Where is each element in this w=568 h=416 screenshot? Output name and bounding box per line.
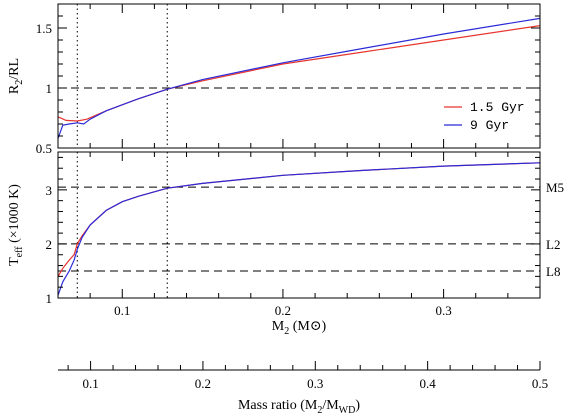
ratio-tick-label: 0.5	[532, 376, 548, 391]
mass-ratio-axis: 0.1 0.2 0.3 0.4 0.5 Mass ratio (M2/MWD)	[58, 361, 548, 416]
spectral-type-label: M5	[546, 180, 564, 195]
series-line-1-5-gyr	[57, 25, 541, 122]
y-tick-label: 3	[46, 183, 53, 198]
y-tick-label: 1.5	[36, 21, 52, 36]
series-line-9-gyr	[57, 162, 541, 296]
y-tick-label: 0.5	[36, 141, 52, 156]
spectral-type-label: L2	[546, 237, 560, 252]
mass-markers	[76, 152, 168, 298]
bottom-y-axis-label: Teff (×1000 K)	[7, 184, 25, 266]
temperature-panel: M5 L2 L8 1 2 3 0.1 0.2 0.3 Teff (×1000 K) M2 (M…	[7, 151, 564, 337]
series-group	[57, 17, 541, 139]
series-line-9-gyr	[57, 17, 541, 139]
y-tick-label: 2	[46, 237, 53, 252]
x-axis-label: M2 (M⊙)	[272, 319, 327, 337]
y-tick-label: 1	[46, 81, 53, 96]
legend-label-1-5-gyr: 1.5 Gyr	[470, 100, 525, 115]
radius-ratio-panel: 0.5 1 1.5 R2/RL 1.5 Gyr 9 Gyr	[7, 3, 541, 156]
ratio-tick-label: 0.4	[420, 376, 437, 391]
top-plot-frame	[57, 3, 541, 149]
ticks: 1 2 3 0.1 0.2 0.3	[46, 152, 541, 318]
y-tick-label: 1	[46, 291, 53, 306]
bottom-plot-frame	[57, 151, 541, 299]
mass-ratio-axis-label: Mass ratio (M2/MWD)	[238, 398, 360, 416]
series-line-1-5-gyr	[57, 162, 541, 277]
x-tick-label: 0.1	[114, 303, 130, 318]
spectral-type-lines: M5 L2 L8	[58, 180, 564, 279]
top-y-axis-label: R2/RL	[7, 58, 25, 94]
x-tick-label: 0.3	[435, 303, 451, 318]
legend-label-9-gyr: 9 Gyr	[470, 118, 509, 133]
series-group	[57, 162, 541, 296]
ratio-tick-label: 0.1	[82, 376, 98, 391]
legend: 1.5 Gyr 9 Gyr	[444, 100, 525, 133]
ticks: 0.5 1 1.5	[36, 3, 541, 156]
x-tick-label: 0.2	[275, 303, 291, 318]
ratio-tick-label: 0.2	[195, 376, 211, 391]
spectral-type-label: L8	[546, 264, 560, 279]
ratio-tick-label: 0.3	[307, 376, 323, 391]
ticks: 0.1 0.2 0.3 0.4 0.5	[67, 361, 548, 391]
mass-markers	[76, 4, 168, 148]
